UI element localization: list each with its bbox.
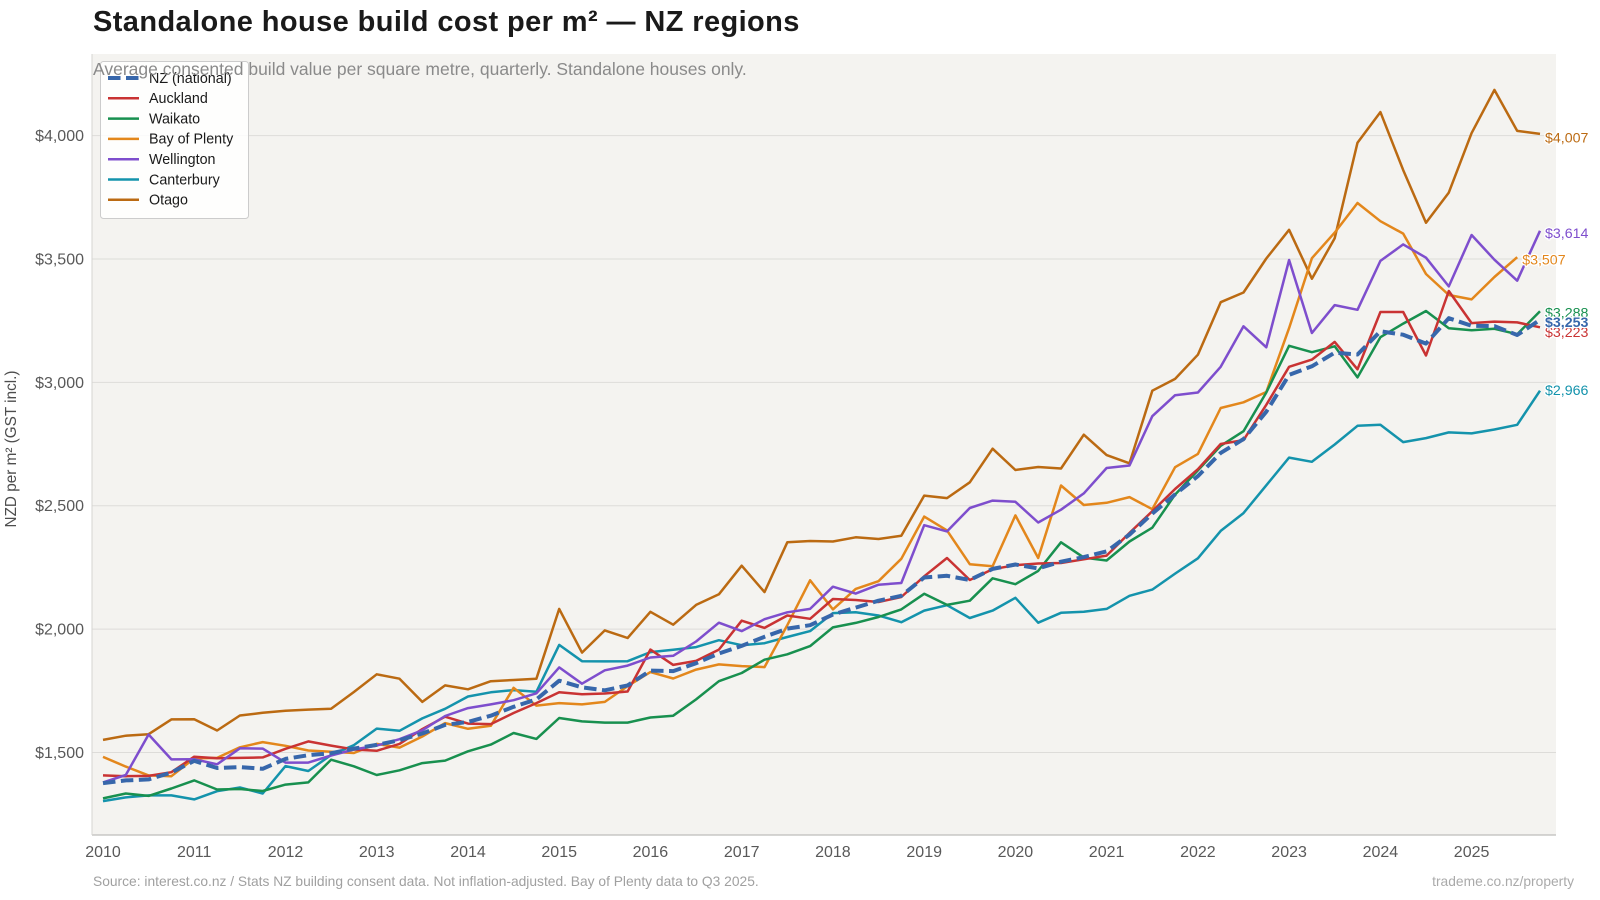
svg-text:2021: 2021 (1089, 844, 1125, 861)
svg-text:$3,000: $3,000 (35, 375, 84, 392)
svg-text:NZ (national): NZ (national) (149, 71, 232, 87)
svg-text:2017: 2017 (724, 844, 760, 861)
svg-text:Wellington: Wellington (149, 152, 216, 168)
svg-text:$3,253: $3,253 (1545, 315, 1589, 331)
svg-text:Auckland: Auckland (149, 91, 208, 107)
svg-text:2020: 2020 (998, 844, 1034, 861)
svg-text:$4,007: $4,007 (1545, 130, 1589, 146)
svg-text:$3,288: $3,288 (1545, 305, 1589, 321)
svg-text:2014: 2014 (450, 844, 486, 861)
svg-text:2023: 2023 (1271, 844, 1307, 861)
svg-text:$3,614: $3,614 (1545, 226, 1589, 242)
svg-text:2022: 2022 (1180, 844, 1216, 861)
svg-text:NZD per m² (GST incl.): NZD per m² (GST incl.) (3, 371, 20, 528)
svg-text:2015: 2015 (541, 844, 577, 861)
svg-text:2024: 2024 (1363, 844, 1399, 861)
svg-text:$2,500: $2,500 (35, 498, 84, 515)
svg-text:2019: 2019 (906, 844, 942, 861)
svg-text:2025: 2025 (1454, 844, 1490, 861)
svg-text:2010: 2010 (85, 844, 121, 861)
svg-text:$2,966: $2,966 (1545, 383, 1589, 399)
svg-text:2018: 2018 (815, 844, 851, 861)
svg-text:$4,000: $4,000 (35, 128, 84, 145)
svg-text:2011: 2011 (177, 844, 212, 861)
svg-text:Waikato: Waikato (149, 111, 200, 127)
svg-text:Bay of Plenty: Bay of Plenty (149, 132, 234, 148)
svg-text:$3,507: $3,507 (1522, 253, 1566, 269)
svg-text:$2,000: $2,000 (35, 622, 84, 639)
svg-text:2016: 2016 (633, 844, 669, 861)
svg-text:Canterbury: Canterbury (149, 172, 221, 188)
svg-text:2013: 2013 (359, 844, 395, 861)
svg-text:$3,223: $3,223 (1545, 325, 1589, 341)
svg-text:Otago: Otago (149, 193, 188, 209)
svg-text:$1,500: $1,500 (35, 745, 84, 762)
svg-text:2012: 2012 (268, 844, 304, 861)
svg-text:$3,500: $3,500 (35, 252, 84, 269)
